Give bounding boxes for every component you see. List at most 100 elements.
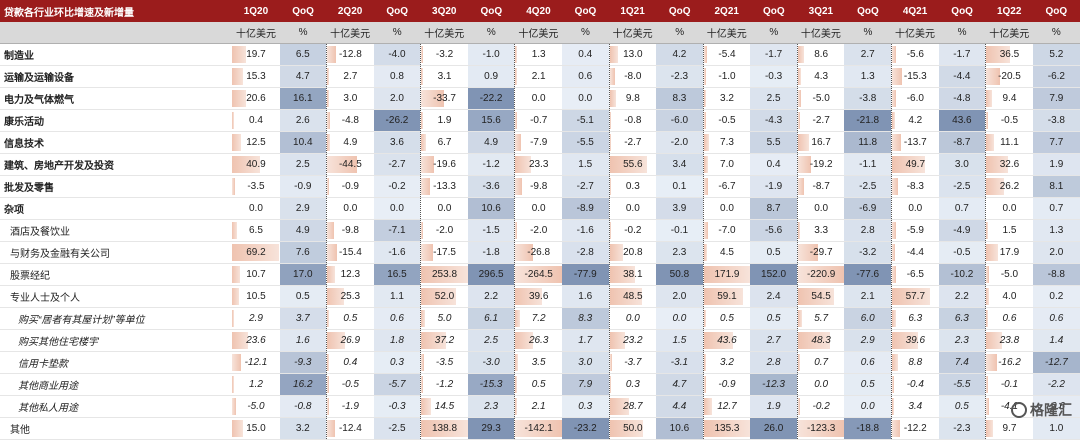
qoq-text: 8.1 bbox=[1049, 181, 1064, 192]
value-bar bbox=[515, 332, 533, 349]
value-text: -2.7 bbox=[812, 115, 830, 126]
value-bar bbox=[421, 398, 431, 415]
qoq-cell: 29.3 bbox=[467, 417, 515, 440]
qoq-text: -2.3 bbox=[953, 423, 971, 434]
qoq-cell: -0.1 bbox=[656, 219, 704, 242]
value-cell: 0.3 bbox=[608, 373, 657, 396]
value-bar bbox=[798, 354, 800, 371]
value-cell: 0.0 bbox=[796, 197, 845, 220]
qoq-text: 1.9 bbox=[766, 401, 781, 412]
qoq-cell: -7.1 bbox=[373, 219, 421, 242]
qoq-cell: 8.3 bbox=[561, 307, 610, 330]
value-text: -2.0 bbox=[435, 225, 454, 236]
value-text: -0.1 bbox=[1000, 379, 1019, 390]
unit-value-header: 十亿美元 bbox=[797, 22, 845, 44]
value-bar bbox=[704, 310, 706, 327]
value-text: -9.8 bbox=[341, 225, 359, 236]
value-cell: 3.0 bbox=[326, 87, 374, 110]
value-cell: 3.5 bbox=[514, 351, 562, 374]
value-bar bbox=[421, 332, 446, 349]
qoq-text: 15.6 bbox=[481, 115, 501, 126]
qoq-text: -6.2 bbox=[1047, 71, 1065, 82]
qoq-cell: 2.3 bbox=[467, 395, 515, 418]
value-bar bbox=[515, 266, 562, 283]
value-cell: 0.6 bbox=[985, 307, 1033, 330]
qoq-text: 1.5 bbox=[672, 335, 687, 346]
value-cell: 11.1 bbox=[985, 131, 1033, 154]
value-cell: 20.8 bbox=[608, 241, 657, 264]
row-label: 酒店及餐饮业 bbox=[0, 219, 233, 242]
qoq-cell: 11.8 bbox=[844, 131, 892, 154]
value-cell: 0.4 bbox=[232, 109, 280, 132]
table-row: 康乐活动 0.4 2.6 -4.8 -26.2 1.9 15.6 -0.7 -5.1 -0.8 -6… bbox=[0, 109, 1080, 132]
value-cell: 9.7 bbox=[985, 417, 1033, 440]
value-text: 13.0 bbox=[623, 49, 643, 60]
qoq-text: 4.9 bbox=[484, 137, 499, 148]
value-cell: -264.5 bbox=[514, 263, 562, 286]
value-cell: 23.3 bbox=[514, 153, 562, 176]
qoq-cell: 7.9 bbox=[1032, 87, 1080, 110]
value-cell: -6.5 bbox=[891, 263, 939, 286]
qoq-cell: 2.1 bbox=[844, 285, 892, 308]
value-cell: -8.3 bbox=[891, 175, 939, 198]
qoq-text: -1.0 bbox=[482, 49, 500, 60]
qoq-text: -4.8 bbox=[953, 93, 971, 104]
value-text: 23.2 bbox=[623, 335, 643, 346]
value-cell: 13.0 bbox=[608, 43, 657, 66]
value-text: 52.0 bbox=[434, 291, 455, 302]
value-bar bbox=[892, 288, 931, 305]
qoq-text: -8.8 bbox=[1047, 269, 1065, 280]
value-text: -1.0 bbox=[718, 71, 736, 82]
value-text: 0.0 bbox=[814, 379, 829, 390]
qoq-cell: 3.2 bbox=[279, 417, 327, 440]
value-text: -19.2 bbox=[809, 159, 833, 170]
value-cell: -0.2 bbox=[608, 219, 657, 242]
qoq-text: 2.0 bbox=[389, 93, 404, 104]
value-bar bbox=[798, 178, 804, 195]
value-bar bbox=[986, 354, 997, 371]
qoq-text: 8.7 bbox=[766, 203, 781, 214]
value-cell: -123.3 bbox=[796, 417, 845, 440]
value-text: -0.4 bbox=[906, 379, 924, 390]
value-bar bbox=[986, 46, 1011, 63]
value-text: -3.5 bbox=[435, 357, 454, 368]
qoq-text: -2.0 bbox=[670, 137, 689, 148]
value-cell: 0.0 bbox=[608, 197, 657, 220]
qoq-text: 1.0 bbox=[1049, 423, 1064, 434]
qoq-cell: -5.1 bbox=[561, 109, 610, 132]
qoq-cell: -77.6 bbox=[844, 263, 892, 286]
value-cell: -12.1 bbox=[232, 351, 280, 374]
qoq-header: QoQ bbox=[561, 0, 610, 22]
qoq-text: 16.1 bbox=[293, 93, 313, 104]
row-label: 与财务及金融有关公司 bbox=[0, 241, 233, 264]
value-bar bbox=[421, 376, 424, 393]
value-cell: 43.6 bbox=[702, 329, 751, 352]
unit-qoq-header: % bbox=[373, 22, 421, 44]
qoq-text: 0.2 bbox=[1049, 291, 1064, 302]
value-text: -33.7 bbox=[433, 93, 456, 104]
qoq-text: 43.6 bbox=[952, 115, 972, 126]
value-cell: 4.5 bbox=[702, 241, 751, 264]
value-bar bbox=[892, 398, 895, 415]
qoq-text: -12.7 bbox=[1044, 357, 1068, 368]
qoq-cell: 1.5 bbox=[561, 153, 610, 176]
value-cell: -2.0 bbox=[420, 219, 468, 242]
value-text: 14.5 bbox=[434, 401, 455, 412]
qoq-cell: 152.0 bbox=[750, 263, 798, 286]
qoq-text: -0.3 bbox=[764, 71, 783, 82]
value-cell: 59.1 bbox=[702, 285, 751, 308]
value-bar bbox=[232, 354, 241, 371]
value-bar bbox=[421, 134, 426, 151]
period-header: 1Q22 bbox=[985, 0, 1033, 22]
value-bar bbox=[986, 244, 999, 261]
unit-qoq-header: % bbox=[279, 22, 327, 44]
qoq-cell: -5.7 bbox=[373, 373, 421, 396]
value-text: 6.3 bbox=[908, 313, 923, 324]
value-bar bbox=[610, 68, 615, 85]
qoq-cell: 43.6 bbox=[938, 109, 986, 132]
qoq-cell: 4.2 bbox=[656, 43, 704, 66]
value-bar bbox=[892, 178, 898, 195]
qoq-text: -0.1 bbox=[670, 225, 689, 236]
value-text: 9.8 bbox=[625, 93, 640, 104]
qoq-cell: 0.6 bbox=[844, 351, 892, 374]
